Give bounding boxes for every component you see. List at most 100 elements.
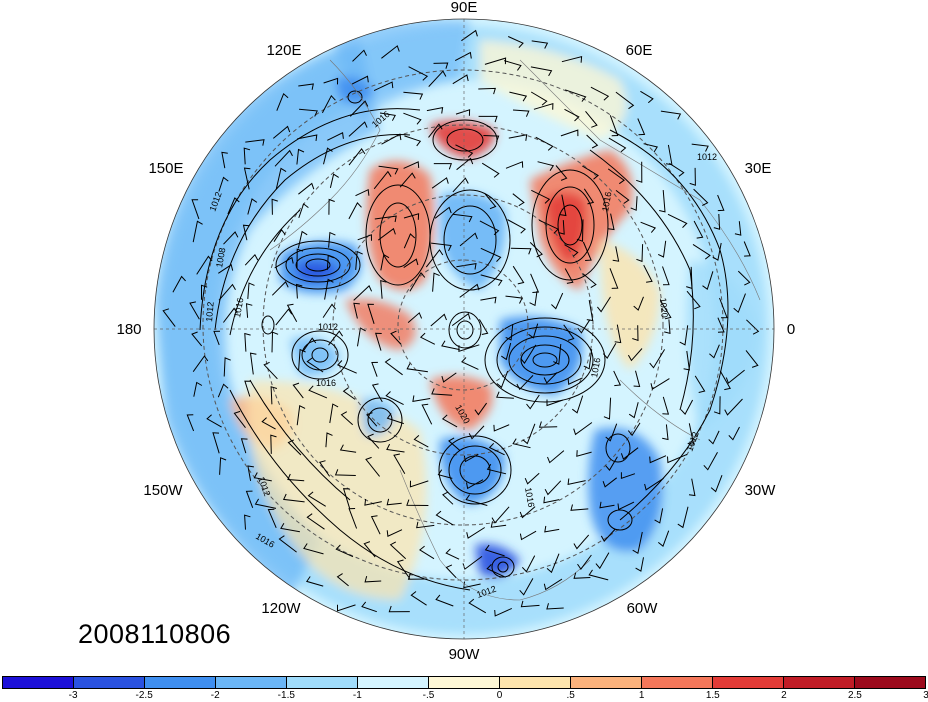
wind-barb [703, 451, 718, 471]
wind-barb [505, 161, 524, 169]
wind-barb [493, 424, 510, 432]
wind-barb [526, 394, 540, 410]
wind-barb [613, 370, 622, 387]
wind-barb [633, 296, 644, 311]
wind-barb [431, 242, 452, 252]
wind-barb [479, 220, 500, 236]
wind-barb [586, 300, 594, 322]
wind-barb [367, 303, 375, 324]
colorbar-swatch [500, 677, 571, 688]
wind-barb [206, 414, 222, 428]
wind-barb [573, 572, 591, 579]
wind-barb [582, 165, 599, 180]
wind-barb [433, 163, 453, 170]
colorbar-swatch [216, 677, 287, 688]
wind-barb [340, 411, 354, 426]
wind-barb [544, 480, 562, 496]
wind-barb [608, 137, 627, 153]
wind-barb [324, 278, 334, 300]
lon-label-150e: 150E [148, 160, 183, 177]
contour-label: 1020 [658, 297, 670, 318]
wind-barb [408, 66, 429, 81]
wind-barb [273, 229, 286, 242]
wind-barb [474, 402, 488, 416]
wind-barb [503, 60, 522, 71]
wind-barb [452, 177, 469, 193]
wind-barb [323, 147, 333, 165]
wind-barb [366, 412, 378, 427]
wind-barb [617, 501, 635, 511]
wind-barb [364, 575, 382, 583]
wind-barb [686, 266, 693, 290]
wind-barb [466, 527, 485, 539]
wind-barb [323, 77, 339, 85]
wind-barb [296, 405, 306, 426]
wind-barb [636, 161, 643, 183]
wind-barb [370, 515, 381, 535]
wind-barb [563, 324, 575, 341]
wind-barb [403, 91, 424, 100]
wind-barb [538, 219, 559, 234]
wind-barb [555, 165, 568, 181]
wind-barb [245, 139, 265, 146]
wind-barb [529, 242, 543, 258]
wind-barb [599, 501, 615, 509]
wind-barb [659, 190, 666, 213]
wind-barb [381, 133, 402, 145]
wind-barb [743, 241, 751, 257]
anomaly-shading [155, 19, 769, 635]
wind-barb [278, 535, 297, 553]
wind-barb [679, 325, 689, 346]
wind-barb [512, 193, 525, 207]
wind-barb [244, 380, 251, 397]
wind-barb [693, 188, 709, 206]
wind-barb [570, 504, 589, 511]
wind-barb [573, 422, 593, 436]
wind-barb [595, 552, 610, 570]
wind-barb [348, 508, 358, 529]
wind-barb [357, 327, 366, 347]
contour-label: 1016 [316, 378, 336, 388]
wind-barb [478, 87, 496, 95]
wind-barb [543, 496, 560, 504]
wind-barb [172, 275, 186, 293]
wind-barb [326, 254, 334, 270]
wind-barb [274, 149, 293, 167]
wind-barb [306, 357, 324, 373]
wind-barb [373, 81, 394, 92]
wind-barb [334, 469, 356, 476]
wind-barb [649, 349, 666, 369]
wind-barb [410, 591, 427, 606]
wind-barb [605, 423, 618, 442]
wind-barb [481, 162, 500, 178]
contour-label: 1016 [523, 487, 536, 508]
wind-barb [305, 576, 324, 587]
lon-label-180: 180 [116, 321, 141, 338]
wind-barb [385, 391, 404, 406]
wind-barb [442, 491, 454, 505]
colorbar-swatch [287, 677, 358, 688]
wind-barb [263, 361, 278, 380]
colorbar-swatch [74, 677, 145, 688]
colorbar-tick-label: -.5 [422, 690, 435, 701]
wind-barb [507, 219, 526, 234]
wind-barb [244, 253, 259, 266]
colorbar-swatch [429, 677, 500, 688]
wind-barb [689, 167, 696, 186]
wind-barb [388, 605, 410, 613]
timestamp-label: 2008110806 [78, 619, 232, 649]
wind-barb [335, 544, 354, 558]
wind-barb [530, 273, 540, 293]
wind-barb [490, 521, 507, 528]
wind-barb [337, 604, 356, 612]
wind-barb [734, 221, 742, 236]
wind-barb [270, 434, 277, 454]
wind-barb [692, 243, 711, 260]
wind-barb [459, 232, 478, 247]
wind-barb [607, 168, 625, 185]
wind-barb [409, 271, 426, 292]
wind-barb [478, 115, 498, 123]
wind-barb [406, 363, 428, 373]
wind-barb [189, 301, 200, 320]
